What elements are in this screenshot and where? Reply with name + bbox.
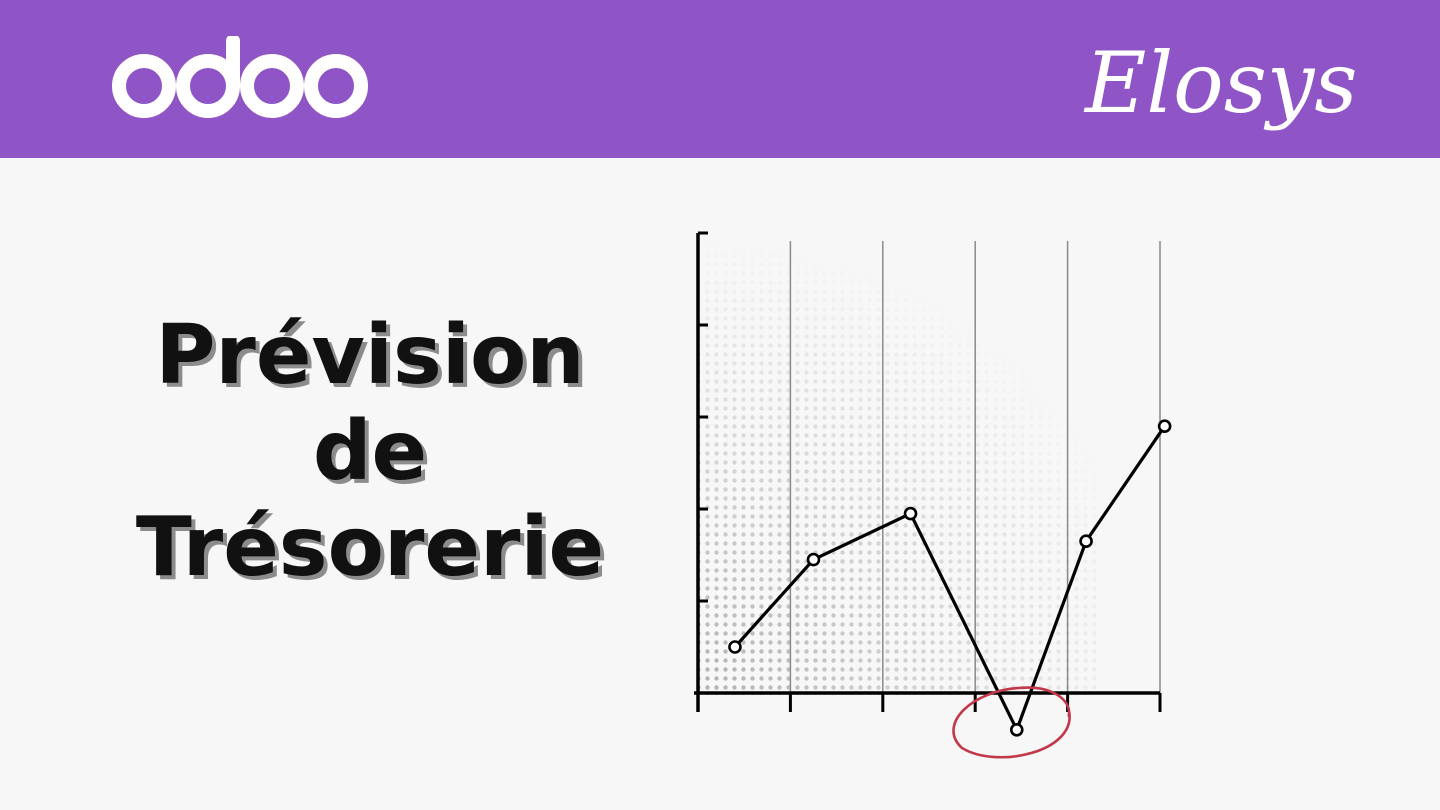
- cash-forecast-line-chart: [694, 231, 1172, 759]
- grid-lines: [789, 241, 1161, 693]
- page-title: Prévision de Trésorerie: [80, 308, 660, 596]
- header-banner: Elosys: [0, 0, 1440, 158]
- halftone-shading: [698, 235, 1098, 695]
- elosys-logo: Elosys: [1083, 34, 1357, 132]
- data-point: [1157, 419, 1172, 433]
- highlight-ring: [952, 686, 1071, 759]
- data-point: [728, 640, 742, 654]
- title-line-1: Prévision: [155, 308, 585, 403]
- series-polyline: [733, 425, 1166, 732]
- data-point: [1079, 534, 1093, 549]
- data-point: [1009, 722, 1024, 737]
- data-point: [806, 552, 821, 567]
- title-line-3: Trésorerie: [135, 500, 605, 595]
- elosys-logo-text: Elosys: [1083, 34, 1357, 132]
- series-line: [733, 425, 1166, 732]
- highlight-circle: [952, 686, 1071, 759]
- axes: [694, 231, 1162, 712]
- data-point: [903, 506, 918, 521]
- data-points: [728, 419, 1172, 737]
- odoo-logo: [112, 36, 368, 118]
- title-line-2: de: [312, 404, 428, 499]
